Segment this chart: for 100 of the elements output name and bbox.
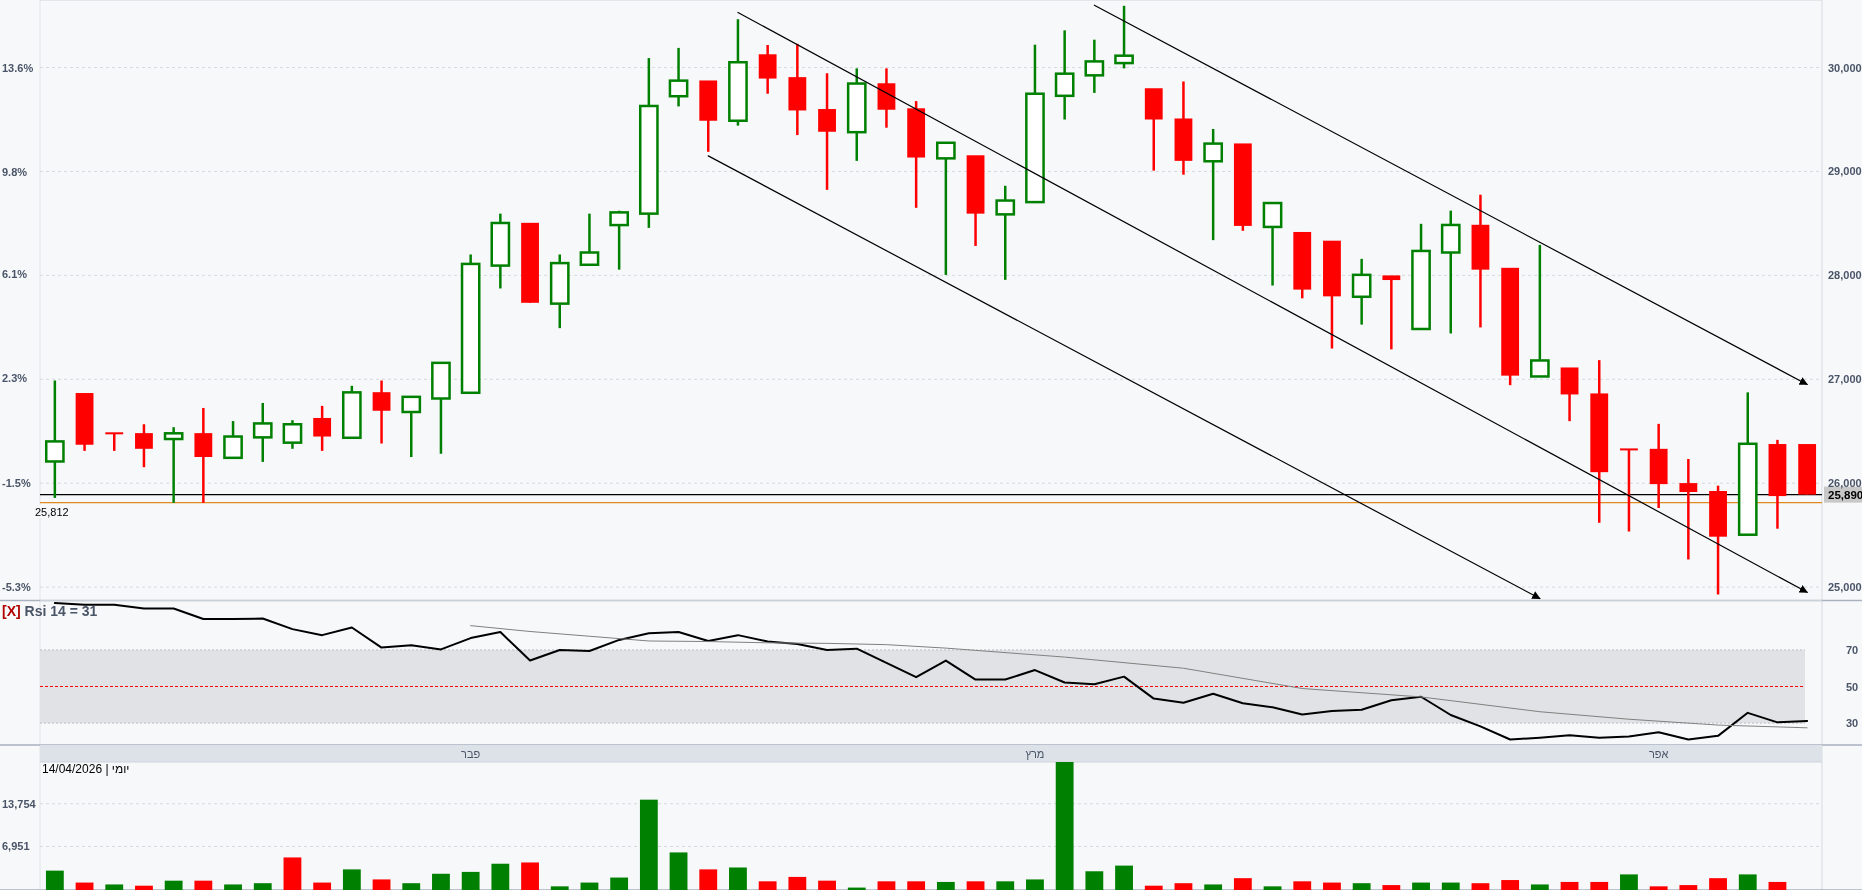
bar bbox=[1382, 885, 1401, 890]
bar bbox=[1293, 881, 1312, 890]
bar bbox=[1471, 883, 1490, 890]
bar bbox=[194, 880, 213, 890]
bar bbox=[669, 852, 688, 890]
bar bbox=[699, 869, 718, 890]
y-tick-label: 27,000 bbox=[1828, 373, 1862, 386]
bar bbox=[580, 882, 599, 890]
candlestick bbox=[44, 379, 65, 500]
bar bbox=[1352, 883, 1371, 890]
line-series bbox=[470, 625, 1808, 729]
candlestick bbox=[401, 395, 422, 459]
bar bbox=[164, 880, 183, 890]
bar bbox=[224, 884, 242, 890]
bar bbox=[966, 881, 985, 890]
bar bbox=[1233, 878, 1252, 890]
bar bbox=[432, 873, 450, 890]
line-series bbox=[53, 601, 1809, 741]
bar bbox=[491, 863, 510, 890]
candlestick bbox=[1114, 4, 1134, 70]
candlestick bbox=[372, 379, 391, 445]
bar bbox=[907, 881, 926, 890]
bar bbox=[461, 871, 480, 890]
bar bbox=[1530, 884, 1549, 890]
y2-tick-label: -5.3% bbox=[2, 581, 31, 594]
bar bbox=[729, 867, 747, 890]
bar bbox=[1501, 880, 1520, 890]
bar bbox=[313, 882, 332, 890]
candlestick bbox=[194, 406, 213, 505]
y2-tick-label: -1.5% bbox=[2, 476, 31, 489]
candlestick bbox=[579, 212, 600, 267]
bar bbox=[1738, 874, 1757, 890]
candlestick bbox=[995, 184, 1016, 282]
candlestick bbox=[1262, 201, 1283, 287]
candlestick bbox=[609, 209, 630, 271]
y-tick-label: 30 bbox=[1846, 717, 1859, 730]
bar bbox=[1590, 881, 1609, 890]
bar bbox=[521, 862, 539, 890]
candlestick bbox=[105, 432, 124, 453]
bar bbox=[818, 880, 836, 890]
bar bbox=[1323, 882, 1341, 890]
bar bbox=[1026, 879, 1044, 890]
bar bbox=[1174, 883, 1193, 890]
bar bbox=[75, 882, 94, 890]
bar bbox=[1204, 884, 1223, 890]
bar bbox=[788, 876, 807, 890]
bar bbox=[1649, 886, 1668, 890]
bar bbox=[1055, 762, 1074, 890]
bar bbox=[1679, 885, 1698, 890]
candlestick bbox=[313, 404, 332, 453]
candlestick bbox=[935, 141, 956, 277]
candlestick bbox=[223, 419, 243, 460]
chart-title: [X] Rsi 14 = 31 bbox=[2, 602, 98, 619]
x-tick-label: אפר bbox=[1648, 748, 1669, 760]
bar bbox=[758, 881, 777, 890]
bar bbox=[610, 877, 629, 890]
bar bbox=[550, 886, 569, 890]
bar bbox=[105, 884, 124, 890]
bar bbox=[135, 885, 153, 890]
candlestick bbox=[1351, 257, 1372, 326]
bar bbox=[283, 857, 302, 890]
annotation: יומי | 14/04/2026 bbox=[42, 762, 130, 776]
bar bbox=[402, 883, 421, 890]
candlestick bbox=[818, 72, 836, 192]
candlestick bbox=[135, 423, 153, 469]
ref-line-label: 25,890 bbox=[1828, 488, 1862, 501]
candlestick bbox=[1620, 448, 1638, 533]
y-tick-label: 30,000 bbox=[1828, 61, 1862, 74]
bar bbox=[253, 883, 272, 890]
y2-tick-label: 6.1% bbox=[2, 267, 28, 280]
candlestick bbox=[1382, 275, 1401, 351]
y-tick-label: 25,000 bbox=[1828, 581, 1862, 594]
bar bbox=[1768, 881, 1787, 890]
y-tick-label: 50 bbox=[1846, 680, 1859, 693]
candlestick bbox=[1084, 38, 1105, 95]
bar bbox=[372, 879, 391, 890]
bar bbox=[1263, 886, 1282, 890]
x-tick-label: מרץ bbox=[1025, 748, 1045, 760]
y-tick-label: 6,951 bbox=[2, 840, 30, 853]
candlestick bbox=[1679, 457, 1698, 561]
bar bbox=[1085, 871, 1104, 890]
bar bbox=[1412, 882, 1430, 890]
y-tick-label: 29,000 bbox=[1828, 165, 1862, 178]
bar bbox=[1441, 882, 1460, 890]
bar bbox=[936, 881, 955, 890]
bar bbox=[342, 869, 361, 890]
bar bbox=[996, 881, 1015, 890]
y-tick-label: 13,754 bbox=[2, 797, 37, 810]
y2-tick-label: 13.6% bbox=[2, 61, 34, 74]
bar bbox=[877, 881, 896, 890]
candlestick bbox=[1529, 243, 1550, 378]
bar bbox=[1709, 878, 1727, 890]
x-tick-label: פבר bbox=[461, 748, 481, 760]
y-tick-label: 28,000 bbox=[1828, 269, 1862, 282]
candlestick bbox=[668, 46, 689, 108]
candlestick bbox=[1054, 29, 1075, 121]
bar bbox=[1620, 874, 1638, 890]
y2-tick-label: 2.3% bbox=[2, 372, 28, 385]
candlestick bbox=[163, 425, 184, 505]
candlestick bbox=[252, 401, 273, 464]
